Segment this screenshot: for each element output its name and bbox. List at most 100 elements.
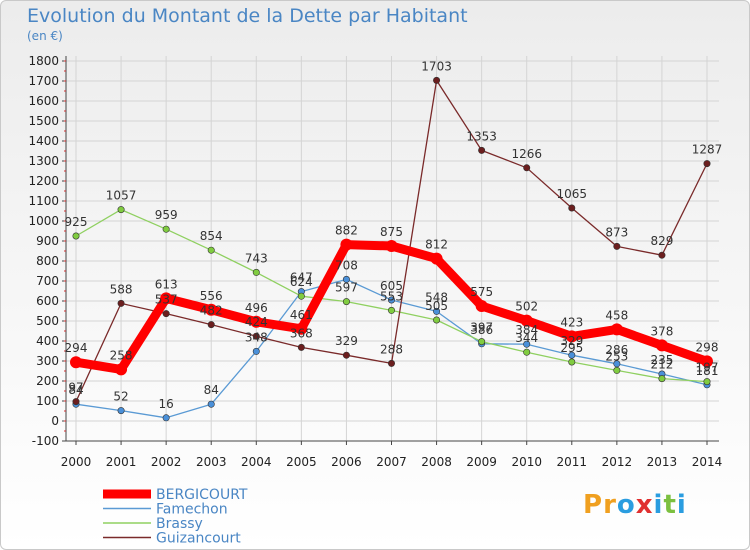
data-label-famechon: 329 bbox=[560, 334, 583, 348]
data-point-bergicourt bbox=[565, 330, 578, 343]
x-tick-label: 2010 bbox=[511, 455, 542, 469]
data-label-brassy: 253 bbox=[605, 349, 628, 363]
y-tick-label: 800 bbox=[36, 254, 59, 268]
logo-letter: i bbox=[653, 490, 664, 520]
data-label-bergicourt: 258 bbox=[110, 348, 133, 362]
data-label-guizancourt: 1287 bbox=[692, 143, 723, 157]
logo-letter: i bbox=[676, 490, 687, 520]
data-point-bergicourt bbox=[610, 323, 623, 336]
data-point-bergicourt bbox=[340, 238, 353, 251]
data-point-guizancourt bbox=[207, 321, 215, 329]
y-tick-label: 500 bbox=[36, 314, 59, 328]
data-label-bergicourt: 812 bbox=[425, 238, 448, 252]
data-label-brassy: 743 bbox=[245, 251, 268, 265]
data-label-guizancourt: 368 bbox=[290, 326, 313, 340]
x-tick-label: 2013 bbox=[647, 455, 678, 469]
data-point-guizancourt bbox=[658, 251, 666, 259]
data-point-brassy bbox=[478, 338, 486, 346]
data-point-brassy bbox=[117, 206, 125, 214]
data-label-brassy: 854 bbox=[200, 229, 223, 243]
data-point-guizancourt bbox=[387, 359, 395, 367]
legend-label-brassy: Brassy bbox=[156, 516, 203, 532]
data-label-guizancourt: 1065 bbox=[557, 187, 588, 201]
data-label-famechon: 286 bbox=[605, 343, 628, 357]
x-tick-label: 2012 bbox=[602, 455, 633, 469]
data-point-guizancourt bbox=[478, 146, 486, 154]
data-point-brassy bbox=[658, 375, 666, 383]
y-tick-label: 1800 bbox=[28, 54, 59, 68]
data-label-bergicourt: 882 bbox=[335, 224, 358, 238]
y-tick-label: 900 bbox=[36, 234, 59, 248]
data-label-guizancourt: 1703 bbox=[421, 59, 452, 73]
data-label-guizancourt: 329 bbox=[335, 334, 358, 348]
data-point-bergicourt bbox=[115, 363, 128, 376]
data-label-brassy: 212 bbox=[650, 358, 673, 372]
data-label-famechon: 52 bbox=[113, 390, 128, 404]
legend-label-guizancourt: Guizancourt bbox=[156, 531, 241, 547]
data-point-bergicourt bbox=[520, 314, 533, 327]
data-point-bergicourt bbox=[295, 322, 308, 335]
legend-label-famechon: Famechon bbox=[156, 502, 228, 518]
data-point-famechon bbox=[252, 347, 260, 355]
data-point-bergicourt bbox=[385, 240, 398, 252]
y-tick-label: -100 bbox=[32, 434, 59, 448]
data-label-famechon: 605 bbox=[380, 279, 403, 293]
y-tick-label: 0 bbox=[51, 414, 59, 428]
data-point-bergicourt bbox=[430, 252, 443, 265]
y-axis: -100 0 100 200 300 400 500 600 700 800 900 1000 1100… bbox=[28, 54, 67, 448]
data-label-brassy: 1057 bbox=[106, 189, 137, 203]
x-tick-label: 2009 bbox=[466, 455, 497, 469]
x-tick-label: 2007 bbox=[376, 455, 407, 469]
data-label-bergicourt: 496 bbox=[245, 301, 268, 315]
data-point-brassy bbox=[387, 306, 395, 314]
data-label-bergicourt: 378 bbox=[650, 324, 673, 338]
data-label-bergicourt: 294 bbox=[65, 341, 88, 355]
proxiti-logo: Proxiti bbox=[583, 490, 687, 520]
data-label-guizancourt: 873 bbox=[605, 225, 628, 239]
data-label-bergicourt: 613 bbox=[155, 277, 178, 291]
data-label-famechon: 348 bbox=[245, 330, 268, 344]
data-point-guizancourt bbox=[523, 164, 531, 172]
logo-letter: t bbox=[663, 490, 677, 520]
data-point-guizancourt bbox=[433, 76, 441, 84]
data-label-guizancourt: 588 bbox=[110, 282, 133, 296]
data-label-guizancourt: 537 bbox=[155, 293, 178, 307]
logo-letter: r bbox=[603, 490, 617, 520]
data-label-famechon: 386 bbox=[470, 323, 493, 337]
y-tick-label: 1100 bbox=[28, 194, 59, 208]
data-label-famechon: 548 bbox=[425, 290, 448, 304]
data-point-bergicourt bbox=[205, 303, 218, 316]
data-label-brassy: 397 bbox=[470, 321, 493, 335]
chart-unit-label: (en €) bbox=[27, 29, 63, 43]
data-label-guizancourt: 1353 bbox=[466, 129, 497, 143]
data-point-bergicourt bbox=[701, 355, 713, 368]
data-label-guizancourt: 829 bbox=[650, 234, 673, 248]
series-lines bbox=[70, 76, 713, 422]
data-label-famechon: 708 bbox=[335, 258, 358, 272]
data-point-famechon bbox=[162, 414, 170, 422]
data-point-brassy bbox=[523, 348, 531, 356]
data-point-guizancourt bbox=[252, 332, 260, 340]
data-point-brassy bbox=[433, 316, 441, 324]
logo-letter: o bbox=[616, 490, 636, 520]
y-tick-label: 1200 bbox=[28, 174, 59, 188]
data-point-brassy bbox=[613, 366, 621, 374]
data-point-bergicourt bbox=[475, 300, 488, 312]
y-tick-label: 700 bbox=[36, 274, 59, 288]
x-tick-label: 2006 bbox=[331, 455, 362, 469]
data-label-famechon: 647 bbox=[290, 271, 313, 285]
y-tick-label: 300 bbox=[36, 354, 59, 368]
data-point-guizancourt bbox=[297, 343, 305, 351]
legend-label-bergicourt: BERGICOURT bbox=[156, 487, 248, 503]
data-label-brassy: 597 bbox=[335, 281, 358, 295]
data-label-famechon: 16 bbox=[159, 397, 174, 411]
data-point-brassy bbox=[297, 292, 305, 300]
data-point-famechon bbox=[523, 340, 531, 348]
data-label-guizancourt: 424 bbox=[245, 315, 268, 329]
y-tick-label: 1600 bbox=[28, 94, 59, 108]
data-point-famechon bbox=[568, 351, 576, 359]
y-tick-label: 1500 bbox=[28, 114, 59, 128]
x-tick-label: 2011 bbox=[557, 455, 588, 469]
